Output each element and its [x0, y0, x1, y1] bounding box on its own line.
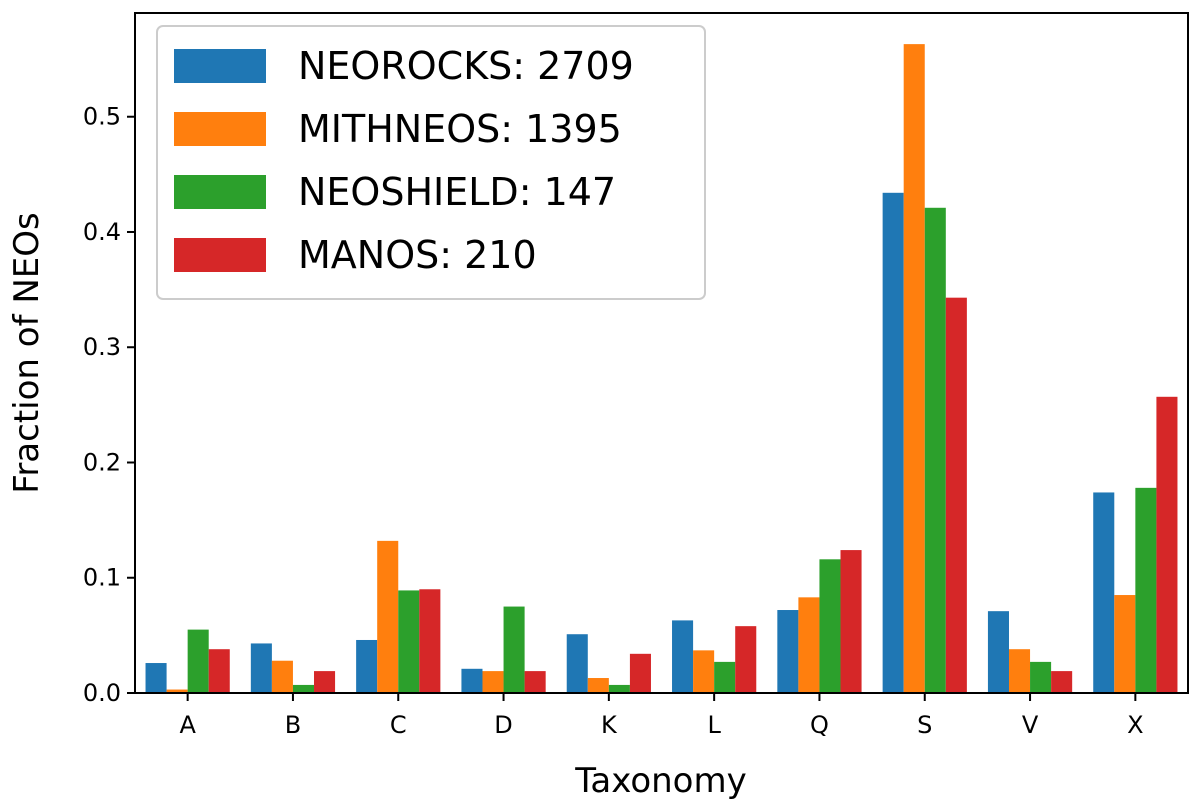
bar-l-series-3 [714, 661, 736, 693]
bar-k-series-2 [587, 678, 609, 693]
bar-d-series-4 [524, 671, 546, 693]
x-tick-label: X [1127, 711, 1143, 739]
legend-swatch [174, 112, 266, 146]
legend-label: MITHNEOS: 1395 [298, 107, 622, 151]
bar-a-series-3 [187, 629, 209, 693]
x-tick-label: A [179, 711, 196, 739]
bar-b-series-1 [250, 643, 272, 693]
x-tick-label: B [285, 711, 301, 739]
bar-s-series-2 [903, 44, 925, 693]
bar-d-series-2 [482, 671, 504, 693]
bar-l-series-2 [693, 650, 715, 693]
bar-c-series-4 [419, 589, 441, 693]
bar-d-series-3 [503, 606, 525, 693]
bar-k-series-4 [629, 653, 651, 693]
bar-c-series-1 [356, 639, 378, 693]
bar-v-series-4 [1051, 671, 1073, 693]
bar-q-series-1 [777, 610, 799, 693]
bar-v-series-2 [1008, 649, 1031, 693]
y-axis-label: Fraction of NEOs [7, 212, 47, 494]
y-tick-label: 0.3 [83, 333, 121, 361]
y-axis: 0.0 0.1 0.2 0.3 0.4 0.5 [83, 103, 135, 707]
x-tick-label: L [707, 711, 721, 739]
bar-x-series-3 [1135, 487, 1157, 693]
bar-l-series-4 [735, 626, 757, 693]
bar-x-series-2 [1114, 595, 1136, 693]
x-tick-label: V [1022, 711, 1039, 739]
bar-v-series-3 [1030, 661, 1052, 693]
bar-b-series-3 [292, 684, 315, 693]
x-tick-label: S [917, 711, 932, 739]
bar-c-series-2 [377, 540, 399, 693]
bar-q-series-4 [840, 550, 862, 693]
bar-d-series-1 [461, 668, 483, 693]
legend-swatch [174, 175, 266, 209]
bar-a-series-2 [166, 689, 188, 693]
x-tick-label: C [390, 711, 407, 739]
legend-label: NEOSHIELD: 147 [298, 170, 616, 214]
bar-l-series-1 [672, 620, 694, 693]
y-tick-label: 0.2 [83, 448, 121, 476]
bar-v-series-1 [987, 611, 1009, 693]
x-tick-label: Q [810, 711, 829, 739]
x-tick-label: K [601, 711, 618, 739]
legend: NEOROCKS: 2709 MITHNEOS: 1395 NEOSHIELD: 1… [156, 25, 706, 300]
x-axis-label: Taxonomy [574, 761, 746, 801]
bar-q-series-2 [798, 597, 820, 693]
y-tick-label: 0.1 [83, 564, 121, 592]
bar-q-series-3 [819, 559, 841, 693]
legend-frame [156, 25, 706, 300]
bar-b-series-4 [314, 671, 336, 693]
y-tick-label: 0.4 [83, 218, 121, 246]
bar-k-series-3 [608, 684, 630, 693]
bars [145, 44, 1178, 693]
bar-s-series-1 [882, 192, 904, 693]
plot-frame [134, 12, 1189, 694]
y-tick-label: 0.5 [83, 103, 121, 131]
bar-k-series-1 [566, 634, 588, 693]
y-tick-label: 0.0 [83, 679, 121, 707]
bar-b-series-2 [271, 660, 293, 693]
bar-s-series-3 [924, 207, 946, 693]
legend-label: MANOS: 210 [298, 233, 537, 277]
bar-a-series-1 [145, 663, 167, 693]
bar-x-series-1 [1093, 492, 1115, 693]
bar-a-series-4 [208, 649, 230, 693]
legend-label: NEOROCKS: 2709 [298, 44, 634, 88]
legend-swatch [174, 238, 266, 272]
bar-c-series-3 [398, 590, 420, 693]
x-tick-label: D [494, 711, 512, 739]
legend-swatch [174, 49, 266, 83]
bar-x-series-4 [1156, 396, 1178, 693]
bar-s-series-4 [945, 297, 967, 693]
